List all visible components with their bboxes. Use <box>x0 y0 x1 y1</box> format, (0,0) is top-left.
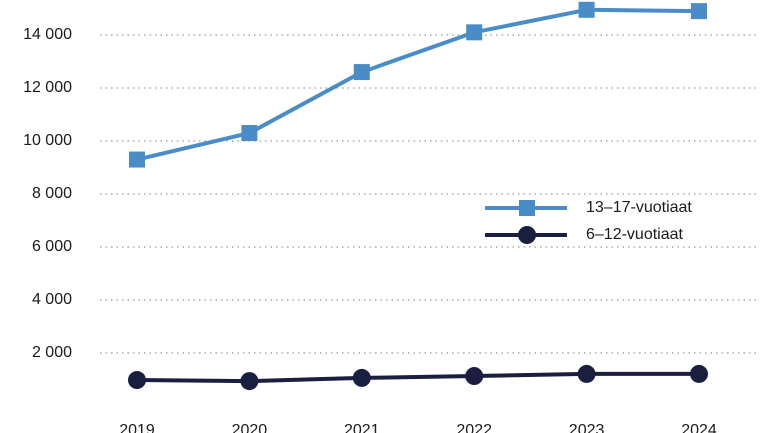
point <box>691 3 707 20</box>
y-tick-label: 12 000 <box>23 79 72 96</box>
legend-label: 6–12-vuotiaat <box>586 226 684 243</box>
point <box>240 372 259 391</box>
y-tick-label: 10 000 <box>23 132 72 149</box>
x-tick-label: 2024 <box>681 422 717 433</box>
y-tick-label: 2 000 <box>32 344 72 361</box>
y-tick-label: 14 000 <box>23 26 72 43</box>
legend-marker <box>518 226 536 244</box>
point <box>466 24 483 41</box>
x-tick-label: 2019 <box>119 422 155 433</box>
point <box>577 364 596 383</box>
point <box>465 367 484 386</box>
y-tick-label: 8 000 <box>32 185 72 202</box>
series-line <box>136 7 700 162</box>
legend-marker <box>519 200 535 216</box>
point <box>353 64 370 81</box>
x-tick-label: 2022 <box>456 422 492 433</box>
point <box>129 151 145 168</box>
y-tick-label: 6 000 <box>32 238 72 255</box>
series-line <box>136 371 699 384</box>
legend-label: 13–17-vuotiaat <box>586 199 692 216</box>
point <box>690 364 708 383</box>
point <box>241 125 258 142</box>
y-tick-label: 4 000 <box>32 291 72 308</box>
x-tick-label: 2023 <box>569 422 605 433</box>
x-tick-label: 2021 <box>344 422 380 433</box>
point <box>128 371 146 390</box>
x-tick-label: 2020 <box>232 422 268 433</box>
point <box>352 368 371 387</box>
point <box>578 1 595 18</box>
